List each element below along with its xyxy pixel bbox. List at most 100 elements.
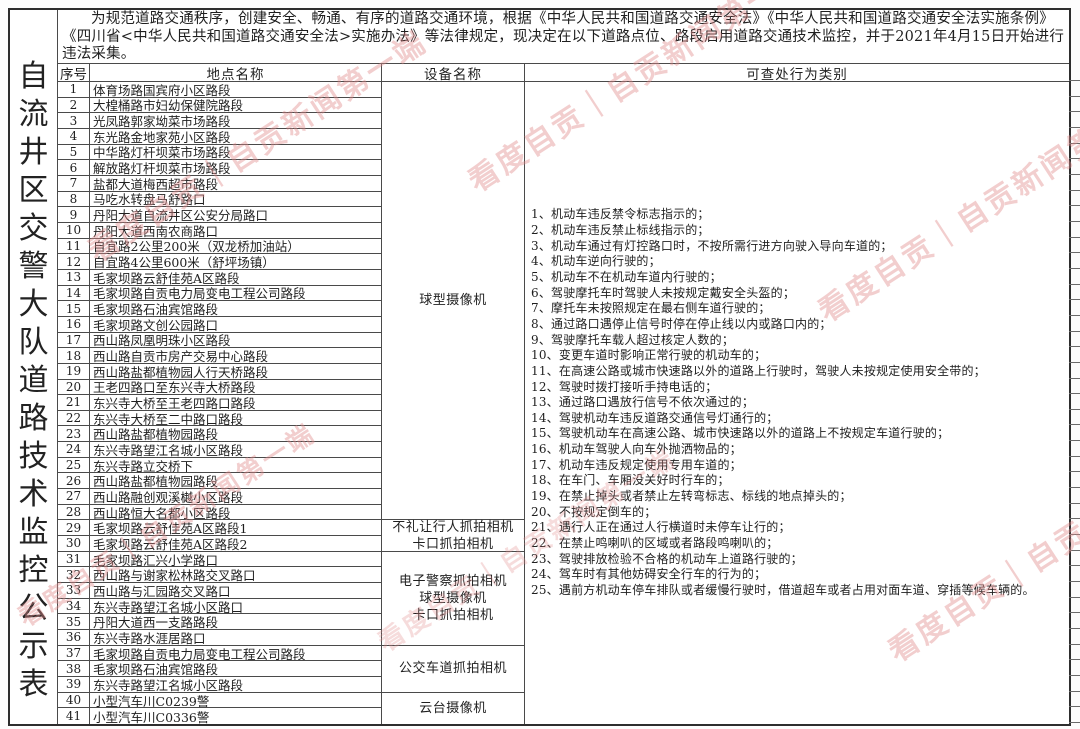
side-title-char: 路: [18, 400, 49, 436]
row-index-cell: 38: [58, 661, 89, 678]
device-name-line: 球型摄像机: [419, 590, 487, 606]
stub-cell: [1069, 519, 1080, 536]
row-index-cell: 14: [58, 286, 89, 302]
column-header-index: 序号: [58, 64, 90, 83]
stub-cell: [1069, 379, 1080, 395]
behavior-item: 13、通过路口遇放行信号不依次通过的；: [531, 395, 755, 410]
row-index-cell: 39: [58, 677, 89, 693]
behavior-item: 16、机动车驾驶人向车外抛洒物品的；: [531, 442, 742, 457]
row-location-cell: 毛家坝路云舒佳苑A区路段2: [90, 536, 381, 552]
row-location-cell: 毛家坝路文创公园路口: [90, 317, 381, 333]
row-index-cell: 16: [58, 317, 89, 333]
row-index-cell: 2: [58, 98, 89, 114]
behavior-item: 7、摩托车未按照规定在最右侧车道行驶的；: [531, 301, 771, 316]
stub-cell: [1069, 566, 1080, 583]
side-title-char: 道: [18, 362, 49, 398]
stub-cell: [1069, 112, 1080, 128]
row-location-cell: 东兴寺路水涯居路口: [90, 630, 381, 646]
row-location-cell: 毛家坝路自贡电力局变电工程公司路段: [90, 286, 381, 302]
stub-cell: [1069, 582, 1080, 598]
row-location-cell: 王老四路口至东兴寺大桥路段: [90, 380, 381, 396]
behavior-list: 1、机动车违反禁令标志指示的； 2、机动车违反禁止标线指示的； 3、机动车通过有灯控…: [525, 207, 1035, 598]
stub-cell: [1069, 285, 1080, 301]
row-location-cell: 丹阳大道西南农商路口: [90, 223, 381, 239]
row-index-cell: 24: [58, 442, 89, 458]
row-location-cell: 解放路灯杆坝菜市场路段: [90, 160, 381, 176]
row-location-cell: 西山路凤凰明珠小区路段: [90, 333, 381, 349]
side-title-char: 流: [18, 96, 49, 132]
row-index-cell: 28: [58, 505, 89, 521]
stub-cell: [1069, 425, 1080, 442]
side-title-char: 技: [18, 438, 49, 474]
column-header-device: 设备名称: [382, 64, 525, 83]
behavior-item: 9、驾驶摩托车载人超过核定人数的；: [531, 332, 735, 347]
row-index-cell: 7: [58, 176, 89, 192]
row-index-cell: 13: [58, 270, 89, 286]
column-header-behavior: 可查处行为类别: [525, 64, 1069, 83]
stub-cell: [1069, 81, 1080, 97]
row-location-cell: 东兴寺路望江名城小区路段: [90, 442, 381, 458]
row-location-cell: 西山路自贡市房产交易中心路段: [90, 348, 381, 364]
stub-cell: [1069, 457, 1080, 473]
stub-cell: [1069, 707, 1080, 723]
side-title-char: 大: [18, 286, 49, 322]
row-location-cell: 毛家坝路云舒佳苑A区路段1: [90, 520, 381, 537]
row-location-cell: 东光路金地家苑小区路段: [90, 129, 381, 145]
row-location-cell: 西山路融创观溪樾小区路段: [90, 489, 381, 505]
row-index-cell: 22: [58, 411, 89, 427]
row-location-cell: 小型汽车川C0239警: [90, 693, 381, 709]
row-index-cell: 41: [65, 709, 82, 724]
stub-cell: [1069, 347, 1080, 363]
row-index-cell: 29: [58, 520, 89, 537]
row-location-cell: 西山路盐都植物园路段: [90, 473, 381, 490]
stub-cell: [1069, 206, 1080, 222]
row-location-cell: 东兴寺路望江名城小区路段: [90, 677, 381, 693]
notice-document: 自流井区交警大队道路技术监控公示表 为规范道路交通秩序，创建安全、畅通、有序的道…: [8, 8, 1071, 726]
row-location-cell: 丹阳大道西一支路路段: [90, 614, 381, 631]
stub-cell: [1069, 394, 1080, 410]
row-index-cell: 34: [58, 599, 89, 615]
row-index-cell: 27: [58, 489, 89, 505]
side-title: 自流井区交警大队道路技术监控公示表: [10, 10, 58, 724]
stub-cell: [1069, 222, 1080, 238]
row-index-cell: 21: [58, 395, 89, 411]
behavior-item: 14、驾驶机动车违反道路交通信号灯通行的；: [531, 410, 779, 425]
row-location-cell: 东兴寺路望江名城小区路口: [90, 599, 381, 615]
row-location-cell: 毛家坝路自贡电力局变电工程公司路段: [90, 646, 381, 662]
device-name-line: 卡口抓拍相机: [412, 607, 494, 623]
row-index-cell: 31: [58, 552, 89, 568]
behavior-item: 15、驾驶机动车在高速公路、城市快速路以外的道路上不按规定车道行驶的；: [531, 426, 950, 441]
behavior-item: 24、驾车时有其他妨碍安全行车的行为的；: [531, 567, 767, 582]
row-location-cell: 马吃水转盘马舒路口: [90, 192, 381, 208]
stub-cell: [1069, 660, 1080, 677]
stub-cell: [1069, 676, 1080, 692]
row-index-cell: 30: [58, 536, 89, 552]
row-index-cell: 3: [58, 113, 89, 129]
row-location-cell: 西山路与谢家松林路交叉路口: [90, 567, 381, 584]
behavior-item: 6、驾驶摩托车时驾驶人未按规定戴安全头盔的；: [531, 285, 796, 300]
stub-cell: [1069, 551, 1080, 567]
behavior-item: 3、机动车通过有灯控路口时，不按所需行进方向驶入导向车道的；: [531, 238, 893, 253]
row-index-cell: 15: [58, 301, 89, 317]
behavior-item: 11、在高速公路或城市快速路以外的道路上行驶时，驾驶人未按规定使用安全带的；: [531, 363, 986, 378]
behavior-item: 23、驾驶排放检验不合格的机动车上道路行驶的；: [531, 551, 803, 566]
row-location-cell: 体育场路国宾府小区路段: [90, 82, 381, 98]
stub-cell: [1069, 598, 1080, 614]
row-index-cell: 10: [58, 223, 89, 239]
device-group-cell: 云台摄像机: [382, 693, 524, 724]
side-title-char: 表: [18, 666, 49, 702]
row-index-cell: 36: [58, 630, 89, 646]
row-index-cell: 19: [58, 364, 89, 380]
behavior-item: 18、在车门、车厢没关好时行车的；: [531, 473, 730, 488]
row-location-cell: 西山路盐都植物园人行天桥路段: [90, 364, 381, 380]
row-location-cell: 东兴寺大桥至二中路口路段: [90, 411, 381, 427]
stub-cell: [1069, 238, 1080, 254]
row-index-cell: 40: [58, 693, 89, 709]
row-location-cell: 中华路灯杆坝菜市场路段: [90, 145, 381, 161]
row-location-cell: 毛家坝路云舒佳苑A区路段: [90, 270, 381, 286]
behavior-item: 21、遇行人正在通过人行横道时未停车让行的；: [531, 520, 791, 535]
row-index-cell: 5: [58, 145, 89, 161]
index-column: 1 2 3 4 5 6 7 8 9 10 11 12 13 14 15 16 17 18 19 20 21 22 23 24 2…: [58, 82, 90, 724]
stub-cell: [1069, 175, 1080, 191]
stub-cell: [1069, 253, 1080, 269]
